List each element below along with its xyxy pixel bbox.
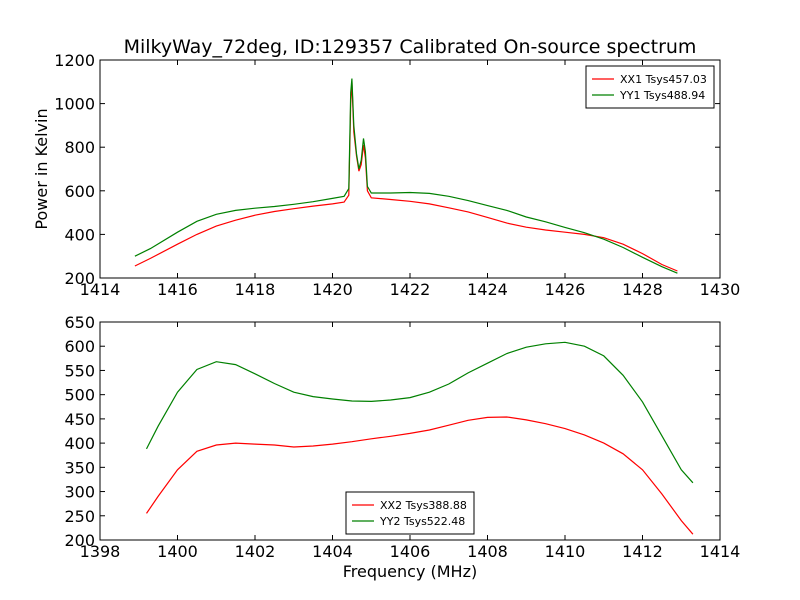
x-axis-label: Frequency (MHz) (343, 562, 477, 581)
y-tick-label: 350 (64, 458, 95, 477)
legend-label: XX2 Tsys388.88 (380, 499, 467, 512)
x-tick-label: 1422 (390, 280, 431, 299)
bottom-spectrum-plot: 1398 1400 1402 1404 1406 1408 1410 1412 1414 200 2… (64, 313, 740, 581)
x-tick-label: 1414 (700, 542, 741, 561)
legend: XX2 Tsys388.88 YY2 Tsys522.48 (345, 491, 475, 535)
series-line-yy (134, 78, 678, 274)
x-tick-label: 1412 (622, 542, 663, 561)
x-tick-label: 1408 (467, 542, 508, 561)
figure-title: MilkyWay_72deg, ID:129357 Calibrated On-… (124, 36, 697, 58)
legend-label: YY2 Tsys522.48 (379, 515, 465, 528)
legend-box (345, 491, 475, 535)
y-tick-label: 200 (64, 269, 95, 288)
y-tick-label: 200 (64, 531, 95, 550)
x-tick-label: 1414 (80, 280, 121, 299)
x-tick-label: 1398 (80, 542, 121, 561)
x-tick-label: 1400 (157, 542, 198, 561)
y-tick-label: 1000 (54, 95, 95, 114)
x-tick-label: 1424 (467, 280, 508, 299)
legend-box (585, 65, 715, 109)
x-tick-label: 1418 (235, 280, 276, 299)
y-tick-label: 500 (64, 386, 95, 405)
top-spectrum-plot: 1414 1416 1418 1420 1422 1424 1426 1428 1430 200 4… (32, 51, 740, 299)
y-tick-label: 600 (64, 337, 95, 356)
y-tick-label: 800 (64, 138, 95, 157)
legend: XX1 Tsys457.03 YY1 Tsys488.94 (585, 65, 715, 109)
x-tick-label: 1416 (157, 280, 198, 299)
x-tick-label: 1430 (700, 280, 741, 299)
y-tick-label: 1200 (54, 51, 95, 70)
y-tick-label: 550 (64, 361, 95, 380)
y-tick-label: 600 (64, 182, 95, 201)
x-tick-label: 1402 (235, 542, 276, 561)
x-tick-label: 1410 (545, 542, 586, 561)
x-tick-label: 1404 (312, 542, 353, 561)
y-tick-label: 250 (64, 507, 95, 526)
y-axis-label: Power in Kelvin (32, 108, 51, 229)
y-tick-label: 650 (64, 313, 95, 332)
legend-label: XX1 Tsys457.03 (620, 73, 707, 86)
x-tick-label: 1428 (622, 280, 663, 299)
series-line-xx (134, 81, 678, 272)
y-tick-label: 400 (64, 225, 95, 244)
y-tick-label: 400 (64, 434, 95, 453)
x-tick-label: 1426 (545, 280, 586, 299)
series-line-yy (145, 341, 694, 484)
x-tick-label: 1420 (312, 280, 353, 299)
x-tick-label: 1406 (390, 542, 431, 561)
y-tick-label: 300 (64, 483, 95, 502)
legend-label: YY1 Tsys488.94 (619, 89, 705, 102)
y-tick-label: 450 (64, 410, 95, 429)
series-line-xx (146, 416, 694, 535)
